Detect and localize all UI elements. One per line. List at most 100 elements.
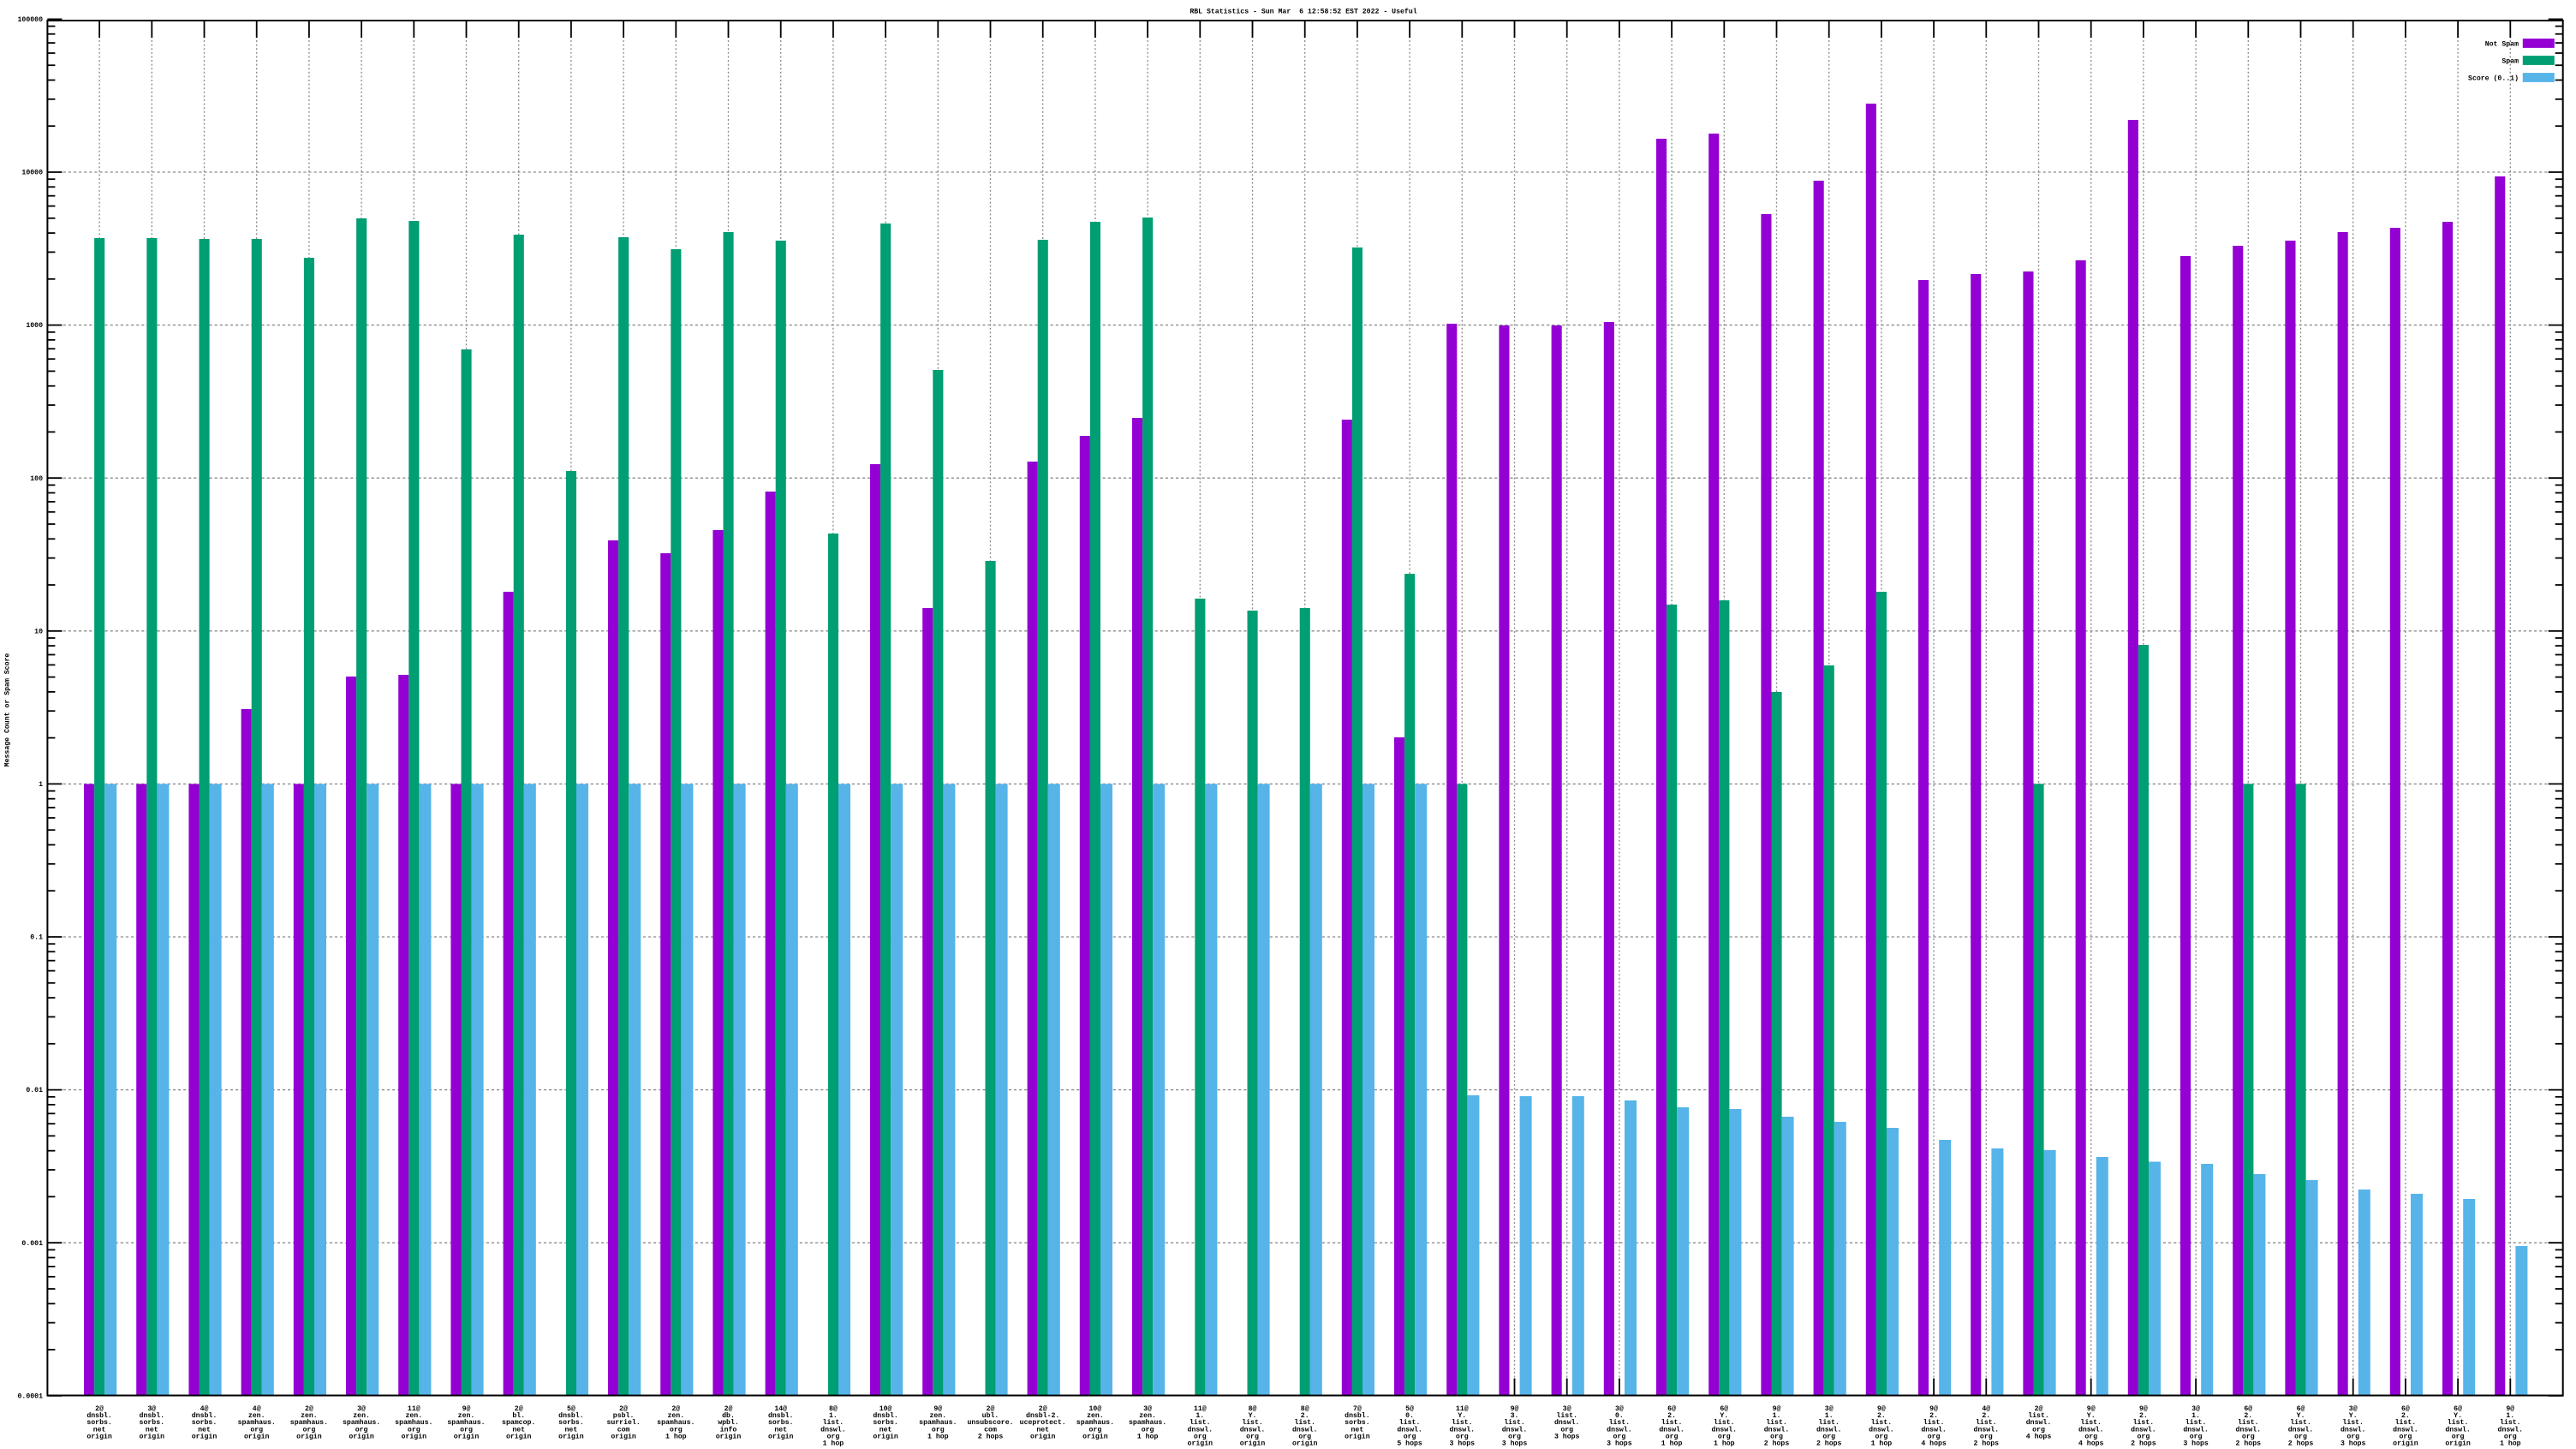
svg-text:0.: 0. bbox=[1405, 1412, 1414, 1420]
svg-text:zen.: zen. bbox=[248, 1412, 265, 1420]
svg-text:list.: list. bbox=[1976, 1418, 1997, 1427]
svg-text:dnswl.: dnswl. bbox=[2498, 1425, 2523, 1434]
svg-text:origin: origin bbox=[454, 1432, 480, 1440]
svg-text:org: org bbox=[1508, 1433, 1521, 1440]
svg-text:list.: list. bbox=[823, 1418, 844, 1427]
svg-text:org: org bbox=[1404, 1433, 1416, 1440]
svg-text:list.: list. bbox=[1556, 1411, 1577, 1420]
svg-text:10@: 10@ bbox=[1089, 1404, 1102, 1413]
svg-text:3 hops: 3 hops bbox=[2340, 1440, 2366, 1448]
svg-text:list.: list. bbox=[2395, 1418, 2417, 1427]
svg-text:org: org bbox=[355, 1426, 368, 1434]
svg-text:1 hop: 1 hop bbox=[1661, 1440, 1683, 1448]
svg-text:origin: origin bbox=[1345, 1432, 1370, 1440]
svg-text:dnswl.: dnswl. bbox=[2026, 1418, 2051, 1427]
svg-text:org: org bbox=[1560, 1426, 1573, 1434]
svg-text:list.: list. bbox=[1871, 1418, 1893, 1427]
svg-text:3.: 3. bbox=[1511, 1412, 1519, 1420]
svg-text:spamcop.: spamcop. bbox=[502, 1419, 535, 1427]
svg-text:zen.: zen. bbox=[929, 1412, 946, 1420]
svg-text:org: org bbox=[1142, 1426, 1154, 1434]
svg-text:origin: origin bbox=[1030, 1432, 1056, 1440]
svg-text:dnswl.: dnswl. bbox=[2078, 1425, 2103, 1434]
svg-text:3 hops: 3 hops bbox=[1502, 1440, 1528, 1448]
svg-text:3@: 3@ bbox=[357, 1404, 366, 1413]
svg-text:origin: origin bbox=[1188, 1440, 1213, 1448]
svg-text:net: net bbox=[93, 1426, 106, 1434]
svg-text:3@: 3@ bbox=[1615, 1404, 1624, 1413]
svg-text:RBL Statistics - Sun Mar 6 12: RBL Statistics - Sun Mar 6 12:58:52 EST … bbox=[1190, 8, 1416, 16]
svg-text:Y.: Y. bbox=[2087, 1412, 2096, 1420]
svg-text:wpbl.: wpbl. bbox=[718, 1418, 739, 1427]
svg-text:list.: list. bbox=[2448, 1418, 2469, 1427]
svg-text:dnsbl.: dnsbl. bbox=[558, 1411, 583, 1420]
svg-text:dnsbl.: dnsbl. bbox=[140, 1411, 164, 1420]
svg-text:dnsbl.: dnsbl. bbox=[1345, 1411, 1369, 1420]
svg-text:1.: 1. bbox=[2506, 1412, 2514, 1420]
svg-text:net: net bbox=[774, 1426, 787, 1434]
svg-text:origin: origin bbox=[1082, 1432, 1108, 1440]
svg-text:9@: 9@ bbox=[1511, 1404, 1519, 1413]
svg-text:1.: 1. bbox=[829, 1412, 838, 1420]
svg-text:org: org bbox=[827, 1433, 840, 1440]
svg-text:origin: origin bbox=[1292, 1440, 1318, 1448]
svg-text:sorbs.: sorbs. bbox=[558, 1418, 583, 1427]
svg-text:zen.: zen. bbox=[458, 1412, 475, 1420]
svg-text:2 hops: 2 hops bbox=[2131, 1440, 2156, 1448]
svg-text:org: org bbox=[1718, 1433, 1731, 1440]
svg-text:5 hops: 5 hops bbox=[1397, 1440, 1422, 1448]
svg-text:dnswl.: dnswl. bbox=[2340, 1425, 2365, 1434]
svg-text:Y.: Y. bbox=[2454, 1412, 2462, 1420]
svg-text:spamhaus.: spamhaus. bbox=[1129, 1418, 1166, 1427]
svg-text:2@: 2@ bbox=[724, 1404, 733, 1413]
svg-text:Message Count or Spam Score: Message Count or Spam Score bbox=[4, 653, 12, 767]
svg-text:org: org bbox=[1875, 1433, 1888, 1440]
svg-text:surriel.: surriel. bbox=[606, 1418, 640, 1427]
svg-text:origin: origin bbox=[506, 1432, 532, 1440]
svg-text:2@: 2@ bbox=[671, 1404, 680, 1413]
svg-text:origin: origin bbox=[86, 1432, 112, 1440]
svg-text:org: org bbox=[1194, 1433, 1207, 1440]
svg-text:list.: list. bbox=[1452, 1418, 1473, 1427]
svg-text:9@: 9@ bbox=[1929, 1404, 1938, 1413]
svg-text:4@: 4@ bbox=[1982, 1404, 1990, 1413]
svg-text:org: org bbox=[1928, 1433, 1941, 1440]
svg-text:2@: 2@ bbox=[1039, 1404, 1047, 1413]
svg-text:spamhaus.: spamhaus. bbox=[657, 1418, 695, 1427]
svg-text:list.: list. bbox=[2290, 1418, 2311, 1427]
svg-text:org: org bbox=[2400, 1433, 2412, 1440]
svg-text:3@: 3@ bbox=[2349, 1404, 2358, 1413]
svg-text:list.: list. bbox=[1818, 1418, 1840, 1427]
svg-text:org: org bbox=[1246, 1433, 1259, 1440]
svg-text:origin: origin bbox=[873, 1432, 898, 1440]
svg-text:dnswl.: dnswl. bbox=[1292, 1425, 1317, 1434]
svg-text:psbl.: psbl. bbox=[613, 1411, 635, 1420]
svg-text:4 hops: 4 hops bbox=[2026, 1432, 2052, 1440]
svg-text:4 hops: 4 hops bbox=[1921, 1440, 1947, 1448]
svg-text:sorbs.: sorbs. bbox=[768, 1418, 793, 1427]
svg-text:org: org bbox=[1456, 1433, 1469, 1440]
svg-text:1.: 1. bbox=[1196, 1412, 1204, 1420]
svg-text:dnswl.: dnswl. bbox=[2236, 1425, 2261, 1434]
svg-text:1: 1 bbox=[39, 781, 43, 789]
svg-text:dnswl.: dnswl. bbox=[1607, 1425, 1631, 1434]
svg-text:list.: list. bbox=[2133, 1418, 2155, 1427]
svg-text:origin: origin bbox=[192, 1432, 218, 1440]
svg-text:2@: 2@ bbox=[2035, 1404, 2043, 1413]
svg-text:list.: list. bbox=[1661, 1418, 1683, 1427]
svg-text:dnswl.: dnswl. bbox=[1712, 1425, 1737, 1434]
svg-text:11@: 11@ bbox=[408, 1404, 420, 1413]
svg-text:dnsbl.: dnsbl. bbox=[768, 1411, 793, 1420]
svg-text:dnswl.: dnswl. bbox=[1764, 1425, 1789, 1434]
svg-text:list.: list. bbox=[1190, 1418, 1211, 1427]
svg-text:org: org bbox=[2504, 1433, 2517, 1440]
svg-text:list.: list. bbox=[2080, 1418, 2102, 1427]
svg-text:4@: 4@ bbox=[253, 1404, 261, 1413]
svg-text:sorbs.: sorbs. bbox=[192, 1418, 217, 1427]
svg-text:org: org bbox=[1822, 1433, 1835, 1440]
svg-text:0.001: 0.001 bbox=[21, 1240, 43, 1248]
svg-text:org: org bbox=[2242, 1433, 2255, 1440]
svg-text:1000: 1000 bbox=[26, 322, 43, 330]
svg-text:sorbs.: sorbs. bbox=[1345, 1418, 1369, 1427]
svg-text:6@: 6@ bbox=[1720, 1404, 1728, 1413]
